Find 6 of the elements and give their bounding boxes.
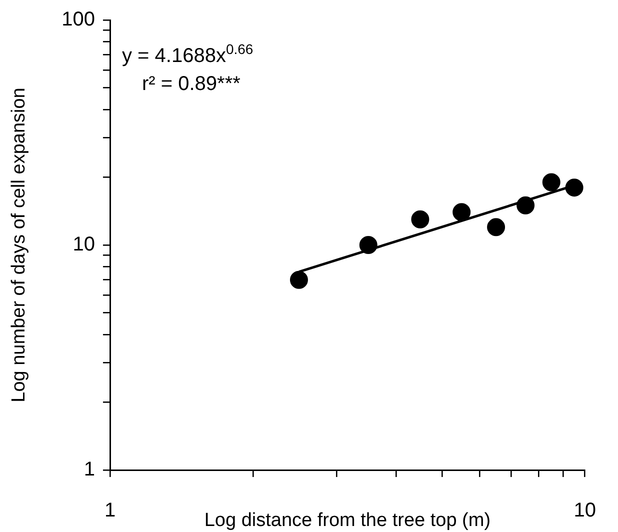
y-tick-label: 10: [72, 234, 95, 256]
y-tick-label: 1: [84, 458, 95, 481]
y-axis-title: Log number of days of cell expansion: [8, 88, 30, 402]
y-tick-label: 100: [62, 8, 95, 31]
x-axis-title: Log distance from the tree top (m): [204, 510, 491, 531]
annotation: r² = 0.89***: [142, 73, 241, 95]
